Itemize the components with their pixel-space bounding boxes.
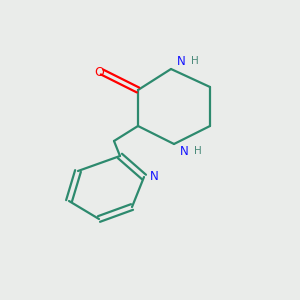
Text: O: O [94,65,104,79]
Text: N: N [177,55,186,68]
Text: N: N [180,145,189,158]
Text: H: H [191,56,199,67]
Text: N: N [150,170,159,184]
Text: H: H [194,146,202,157]
